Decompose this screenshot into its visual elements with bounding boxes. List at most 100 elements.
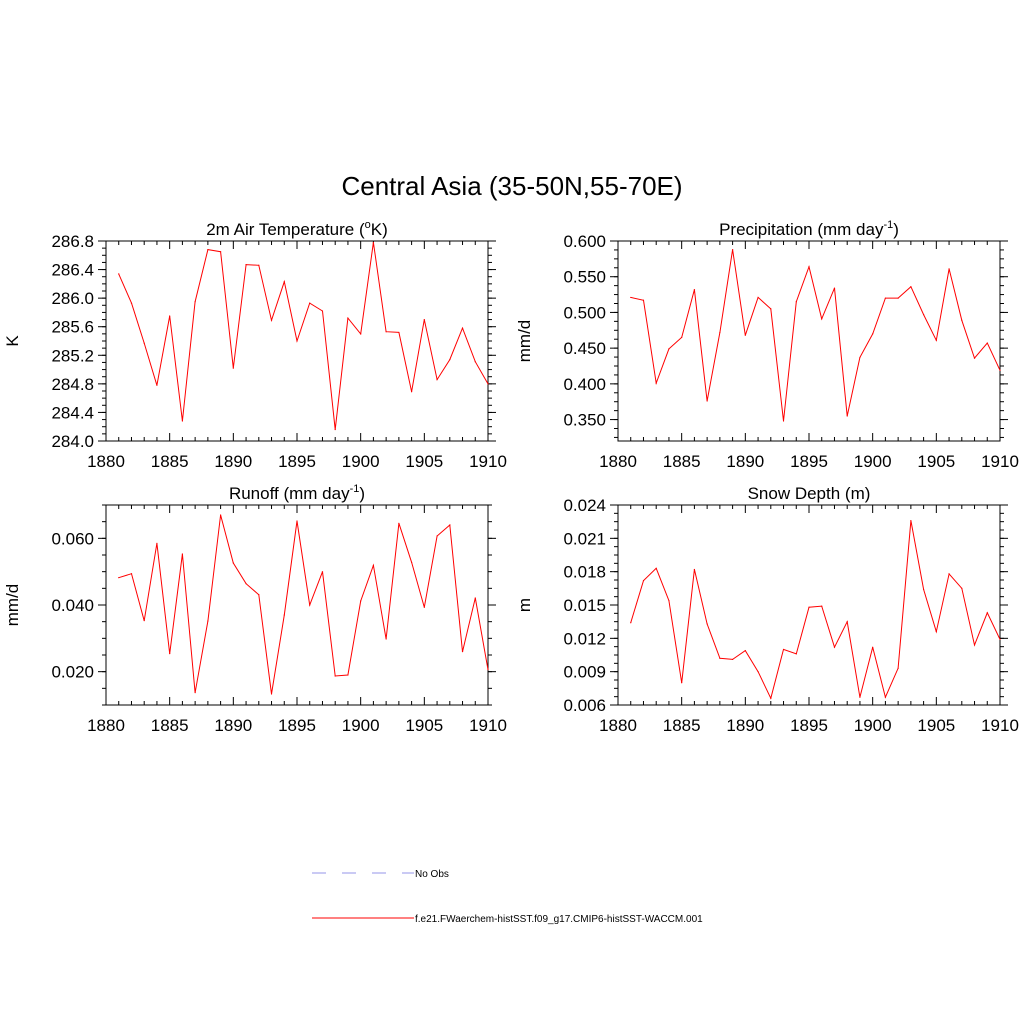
x-tick-label: 1900: [342, 716, 380, 735]
data-point: [436, 378, 438, 381]
x-tick-label: 1890: [726, 716, 764, 735]
y-tick-label: 0.350: [563, 411, 606, 430]
y-tick-label: 0.024: [563, 496, 606, 515]
y-tick-label: 0.018: [563, 563, 606, 582]
data-point: [360, 600, 362, 602]
y-tick-label: 0.040: [51, 596, 94, 615]
data-point: [411, 561, 413, 563]
data-point: [782, 420, 785, 422]
data-point: [693, 568, 696, 571]
data-point: [232, 562, 234, 564]
x-tick-label: 1900: [854, 716, 892, 735]
data-point: [833, 646, 836, 648]
x-tick-label: 1890: [726, 452, 764, 471]
data-point: [642, 579, 645, 582]
data-point: [220, 514, 222, 516]
data-point: [884, 696, 887, 698]
y-axis-label: K: [3, 335, 22, 347]
data-point: [347, 317, 349, 319]
data-point: [487, 669, 489, 671]
y-tick-label: 0.021: [563, 529, 606, 548]
data-point: [897, 667, 899, 669]
data-point: [719, 657, 721, 659]
data-point: [668, 599, 670, 602]
data-point: [372, 241, 374, 244]
data-point: [258, 264, 260, 266]
data-point: [372, 564, 374, 566]
data-point: [321, 571, 324, 573]
data-point: [642, 299, 645, 301]
data-point: [872, 646, 874, 648]
data-point: [194, 301, 196, 303]
panel-title: Snow Depth (m): [748, 484, 871, 503]
data-point: [207, 620, 209, 622]
data-point: [846, 621, 848, 623]
data-point: [423, 606, 425, 608]
y-tick-label: 0.020: [51, 663, 94, 682]
data-point: [910, 286, 912, 288]
data-point: [449, 524, 451, 526]
plot-frame: [105, 504, 489, 706]
data-point: [808, 266, 810, 268]
x-tick-label: 1890: [214, 716, 252, 735]
x-tick-label: 1910: [469, 716, 507, 735]
series-line: [630, 520, 1001, 700]
y-tick-label: 285.6: [51, 318, 94, 337]
y-tick-label: 0.450: [563, 339, 606, 358]
data-point: [385, 331, 387, 333]
panel-title-tail: ): [893, 220, 899, 239]
data-point: [474, 361, 476, 363]
panel-title-main: 2m Air Temperature (: [206, 220, 365, 239]
data-point: [795, 301, 797, 303]
data-point: [283, 281, 285, 283]
panel-title: Precipitation (mm day-1): [719, 219, 899, 239]
x-tick-label: 1905: [917, 452, 955, 471]
y-tick-label: 286.8: [51, 232, 94, 251]
data-point: [681, 682, 683, 684]
x-tick-label: 1910: [469, 452, 507, 471]
data-point: [948, 268, 950, 270]
x-tick-label: 1895: [278, 452, 316, 471]
data-point: [821, 318, 823, 320]
data-point: [961, 587, 963, 589]
data-point: [360, 333, 362, 335]
data-point: [270, 693, 273, 695]
data-point: [935, 631, 937, 633]
data-point: [973, 357, 976, 359]
data-point: [732, 658, 734, 661]
data-point: [999, 638, 1001, 641]
y-tick-label: 284.8: [51, 375, 94, 394]
series-line: [118, 242, 489, 430]
data-point: [668, 348, 670, 350]
data-point: [782, 648, 785, 651]
y-tick-label: 0.600: [563, 232, 606, 251]
data-point: [846, 415, 848, 417]
data-point: [808, 606, 810, 608]
data-point: [859, 696, 861, 698]
panel-precipitation: Precipitation (mm day-1) mm/d 1880 1885 1890…: [515, 219, 1019, 471]
data-point: [884, 297, 887, 299]
data-point: [156, 542, 158, 544]
y-tick-label: 286.4: [51, 261, 94, 280]
data-point: [923, 588, 925, 591]
y-tick-label: 286.0: [51, 289, 94, 308]
x-tick-label: 1910: [981, 452, 1019, 471]
data-point: [296, 340, 298, 342]
panel-title-main: Precipitation (mm day: [719, 220, 884, 239]
x-tick-label: 1905: [405, 716, 443, 735]
panel-title-tail: ): [359, 484, 365, 503]
x-tick-label: 1880: [87, 452, 125, 471]
data-point: [693, 288, 696, 291]
data-point: [487, 383, 489, 385]
panel-title-tail: K): [371, 220, 388, 239]
data-point: [207, 248, 209, 251]
x-tick-label: 1900: [854, 452, 892, 471]
panel-runoff: Runoff (mm day-1) mm/d 1880 1885 1890 1895 190…: [3, 483, 507, 735]
data-point: [935, 339, 937, 341]
data-point: [232, 367, 234, 369]
data-point: [655, 382, 657, 384]
x-tick-label: 1885: [663, 452, 701, 471]
data-point: [999, 369, 1001, 371]
data-point: [181, 553, 183, 555]
plot-frame: [617, 240, 1001, 442]
